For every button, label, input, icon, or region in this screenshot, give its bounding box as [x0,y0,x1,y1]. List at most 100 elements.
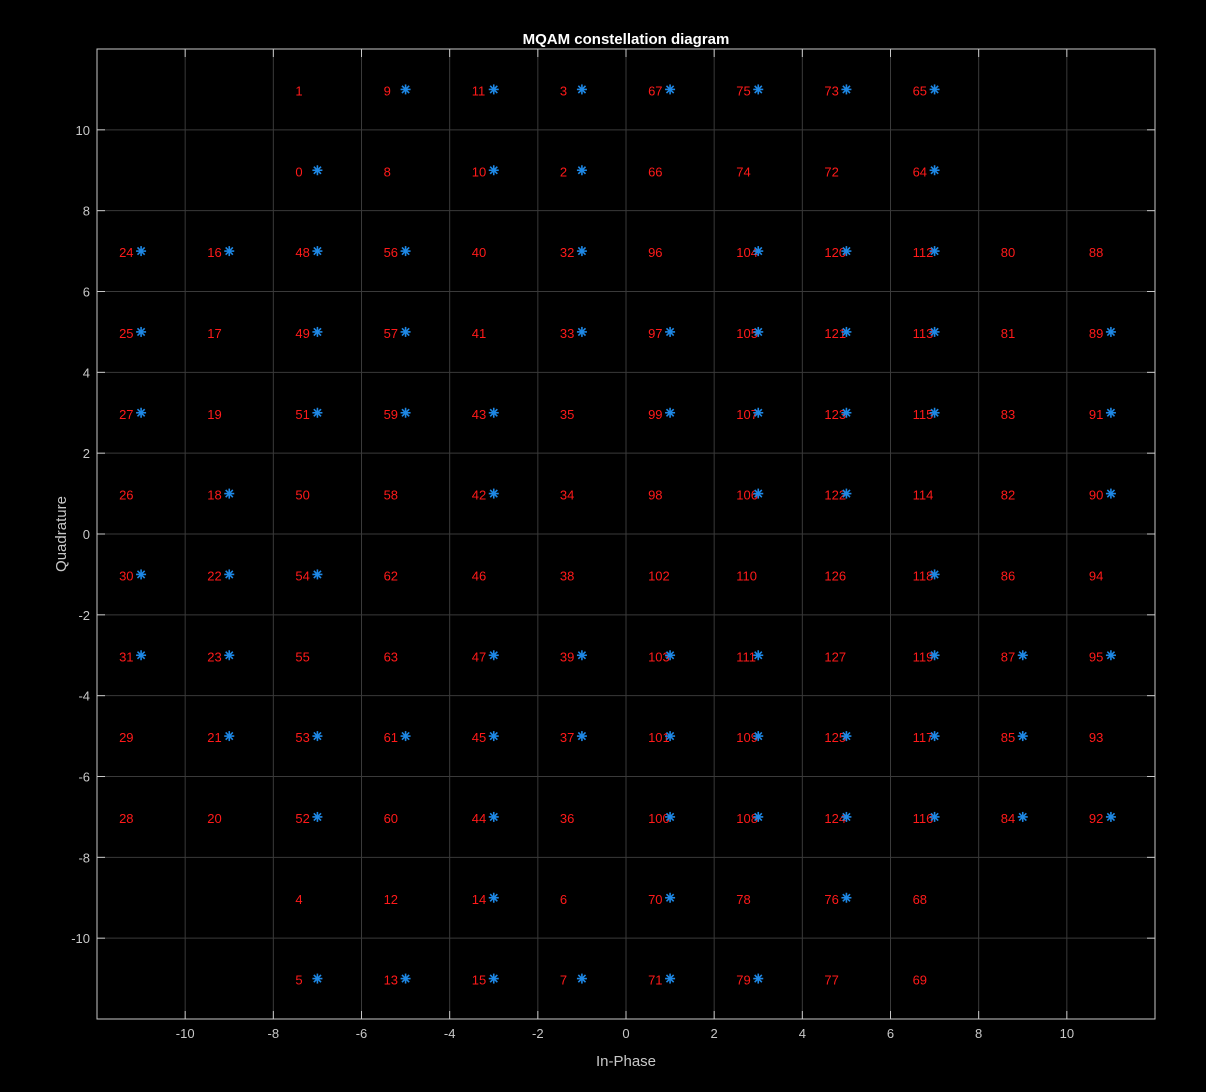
symbol-label: 40 [472,245,486,260]
symbol-label: 25 [119,326,133,341]
constellation-point [312,326,323,337]
symbol-label: 8 [384,164,391,179]
y-tick-label: 2 [83,446,90,461]
symbol-label: 97 [648,326,662,341]
constellation-point [136,569,147,580]
constellation-point [665,973,676,984]
symbol-label: 122 [824,488,846,503]
symbol-label: 20 [207,811,221,826]
symbol-label: 94 [1089,568,1103,583]
grid-lines [97,49,1155,1019]
constellation-point [665,650,676,661]
constellation-point [224,488,235,499]
symbol-label: 87 [1001,649,1015,664]
constellation-point [400,84,411,95]
symbol-label: 114 [913,488,934,503]
symbol-label: 88 [1089,245,1103,260]
symbol-label: 10 [472,164,486,179]
symbol-label: 80 [1001,245,1015,260]
x-tick-label: 4 [799,1026,806,1041]
constellation-point [929,84,940,95]
symbol-label: 125 [824,730,846,745]
symbol-label: 113 [913,326,934,341]
symbol-label: 0 [295,164,302,179]
symbol-label: 68 [913,892,927,907]
constellation-point [488,84,499,95]
symbol-label: 90 [1089,488,1103,503]
constellation-point [665,892,676,903]
symbol-label: 60 [384,811,398,826]
symbol-label: 72 [824,164,838,179]
constellation-point [1017,811,1028,822]
symbol-label: 2 [560,164,567,179]
symbol-label: 119 [913,649,934,664]
constellation-point [1105,488,1116,499]
constellation-point [488,650,499,661]
symbol-label: 16 [207,245,221,260]
symbol-label: 14 [472,892,486,907]
symbol-label: 64 [913,164,927,179]
symbol-label: 44 [472,811,486,826]
constellation-point [312,569,323,580]
symbol-label: 117 [913,730,934,745]
symbol-label: 34 [560,488,574,503]
constellation-point [312,973,323,984]
symbol-label: 123 [824,407,846,422]
symbol-label: 93 [1089,730,1103,745]
symbol-label: 120 [824,245,846,260]
symbol-label: 54 [295,568,309,583]
y-tick-label: -6 [78,770,90,785]
symbol-label: 100 [648,811,670,826]
symbol-label: 103 [648,649,670,664]
x-axis-label: In-Phase [596,1053,656,1070]
constellation-point [753,731,764,742]
constellation-point [753,246,764,257]
constellation-point [753,811,764,822]
symbol-label: 48 [295,245,309,260]
constellation-point [576,973,587,984]
x-tick-label: -4 [444,1026,456,1041]
symbol-label: 30 [119,568,133,583]
symbol-label: 38 [560,568,574,583]
constellation-point [841,811,852,822]
symbol-label: 5 [295,973,302,988]
symbol-label: 57 [384,326,398,341]
symbol-label: 83 [1001,407,1015,422]
symbol-label: 59 [384,407,398,422]
symbol-label: 127 [824,649,846,664]
constellation-point [136,650,147,661]
symbol-label: 55 [295,649,309,664]
symbol-label: 13 [384,973,398,988]
symbol-label: 110 [736,568,757,583]
symbol-label: 85 [1001,730,1015,745]
constellation-point [841,246,852,257]
symbol-label: 43 [472,407,486,422]
y-tick-label: 8 [83,204,90,219]
constellation-point [488,811,499,822]
symbol-label: 21 [207,730,221,745]
symbol-label: 112 [913,245,934,260]
symbol-label: 28 [119,811,133,826]
y-tick-label: -4 [78,689,90,704]
symbol-label: 9 [384,83,391,98]
symbol-label: 18 [207,488,221,503]
symbol-label: 46 [472,568,486,583]
constellation-point [1105,326,1116,337]
constellation-point [929,407,940,418]
symbol-label: 82 [1001,488,1015,503]
constellation-point [576,84,587,95]
constellation-point [665,811,676,822]
symbol-label: 99 [648,407,662,422]
symbol-label: 45 [472,730,486,745]
constellation-point [136,246,147,257]
constellation-point [929,246,940,257]
constellation-point [312,246,323,257]
constellation-point [841,84,852,95]
constellation-point [753,407,764,418]
symbol-label: 56 [384,245,398,260]
constellation-point [665,407,676,418]
